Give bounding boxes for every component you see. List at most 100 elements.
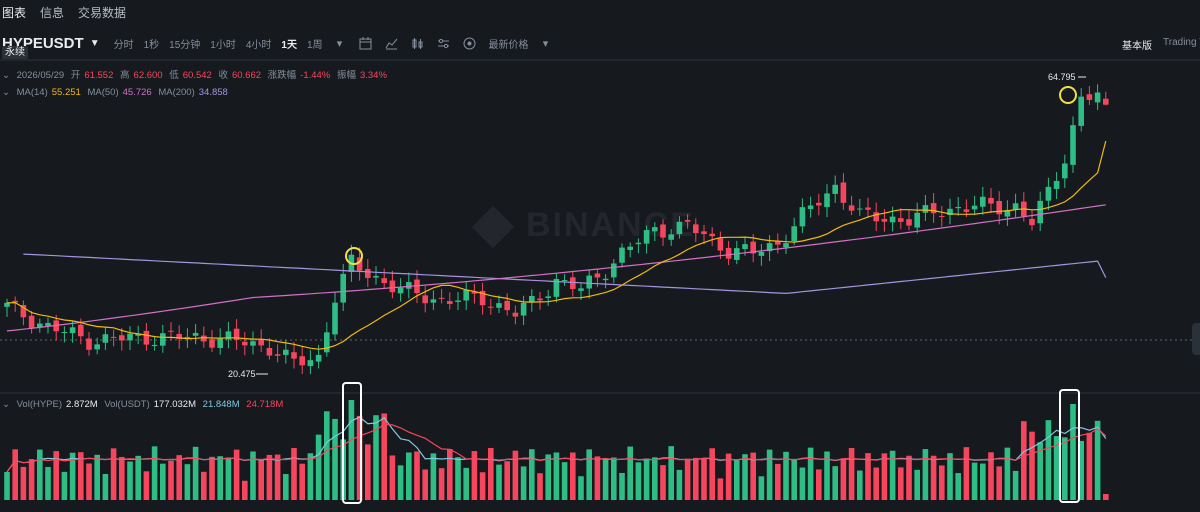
volume-bar <box>28 459 35 500</box>
interval-1h[interactable]: 1小时 <box>210 39 236 51</box>
volume-bar <box>1086 432 1093 500</box>
candle-type-icon[interactable] <box>411 36 425 50</box>
candle <box>676 221 683 235</box>
candle <box>1070 125 1076 165</box>
volume-bar <box>816 469 822 500</box>
candle <box>242 341 248 346</box>
volume-bar <box>479 472 486 500</box>
candle <box>996 200 1002 215</box>
volume-bar <box>12 449 18 500</box>
volume-bar <box>143 471 150 500</box>
collapse-icon[interactable]: ⌄ <box>2 399 10 410</box>
low-label: 低 <box>169 70 179 81</box>
vol-hype-label: Vol(HYPE) <box>16 399 63 410</box>
volume-bar <box>1078 440 1084 500</box>
volume-bar <box>914 469 920 500</box>
candle <box>397 287 404 294</box>
candle <box>4 302 10 307</box>
candle <box>389 280 396 293</box>
collapse-icon[interactable]: ⌄ <box>2 70 10 81</box>
volume-bar <box>775 463 781 500</box>
low-value: 60.542 <box>182 70 212 81</box>
interval-1w[interactable]: 1周 <box>306 39 323 51</box>
candle <box>250 341 256 346</box>
indicator-icon[interactable] <box>385 36 399 50</box>
settings-sliders-icon[interactable] <box>437 36 451 50</box>
interval-15m[interactable]: 15分钟 <box>169 39 201 51</box>
candle <box>1004 209 1011 217</box>
candle <box>766 243 773 252</box>
candle <box>939 215 945 217</box>
view-tradingview-button[interactable]: Trading V <box>1163 37 1200 48</box>
candle <box>1078 96 1084 126</box>
candle <box>110 336 117 338</box>
interval-1d[interactable]: 1天 <box>281 39 297 51</box>
candle <box>192 332 199 336</box>
volume-bar <box>963 447 970 500</box>
candle <box>848 205 855 211</box>
volume-bar <box>455 457 461 500</box>
volume-bar <box>545 454 551 500</box>
volume-bar <box>840 459 847 500</box>
volume-bar <box>463 467 469 500</box>
ma50-value: 45.726 <box>122 87 152 98</box>
interval-4h[interactable]: 4小时 <box>245 39 272 51</box>
volume-bar <box>471 451 478 500</box>
candle <box>504 300 510 311</box>
volume-bar <box>1094 420 1101 500</box>
volume-bar <box>602 459 609 500</box>
tab-trading-data[interactable]: 交易数据 <box>78 5 127 20</box>
candle <box>61 331 68 333</box>
ma200-label: MA(200) <box>158 87 195 98</box>
candle <box>611 263 617 278</box>
view-basic-button[interactable]: 基本版 <box>1122 41 1152 52</box>
depth-icon[interactable] <box>463 36 477 50</box>
tab-info[interactable]: 信息 <box>40 5 65 20</box>
volume-bar <box>939 465 945 500</box>
candle <box>922 205 929 213</box>
volume-bar <box>1037 442 1043 500</box>
interval-1s[interactable]: 1秒 <box>143 39 160 51</box>
candle <box>45 322 51 326</box>
volume-bar <box>127 461 133 500</box>
high-label: 高 <box>120 70 130 81</box>
candle <box>274 354 281 356</box>
volume-bar <box>922 449 929 500</box>
chevron-down-icon[interactable]: ▾ <box>542 37 549 50</box>
calendar-icon[interactable] <box>359 36 373 50</box>
chevron-down-icon[interactable]: ▼ <box>89 37 100 49</box>
candle <box>307 360 314 367</box>
volume-bar <box>668 446 674 500</box>
volume-bar <box>529 449 535 500</box>
volume-bar <box>570 452 576 500</box>
candle <box>570 277 576 289</box>
volume-bar <box>78 452 84 500</box>
volume-bar <box>119 456 125 500</box>
candle <box>356 257 363 271</box>
volume-ma2-line <box>6 423 1107 473</box>
volume-bar <box>496 464 502 500</box>
collapse-icon[interactable]: ⌄ <box>2 87 10 98</box>
volume-bar <box>750 452 756 500</box>
volume-bar <box>447 449 453 500</box>
interval-dropdown-icon[interactable]: ▾ <box>336 37 343 50</box>
scroll-handle[interactable] <box>1192 323 1200 355</box>
volume-bar <box>160 463 166 500</box>
candle <box>865 207 871 210</box>
volume-bar <box>594 456 601 500</box>
ma50-label: MA(50) <box>87 87 119 98</box>
interval-time[interactable]: 分时 <box>113 39 134 51</box>
candle <box>914 212 920 228</box>
tab-chart[interactable]: 图表 <box>2 5 27 20</box>
candle <box>602 278 609 281</box>
volume-bar <box>102 474 109 500</box>
candle <box>258 339 264 346</box>
volume-bar <box>110 448 117 500</box>
candle <box>315 354 322 362</box>
volume-bar <box>512 450 519 500</box>
price-mode-select[interactable]: 最新价格 <box>488 39 529 51</box>
volume-bar <box>283 474 289 500</box>
volume-bar <box>627 446 633 500</box>
candle <box>233 328 240 340</box>
